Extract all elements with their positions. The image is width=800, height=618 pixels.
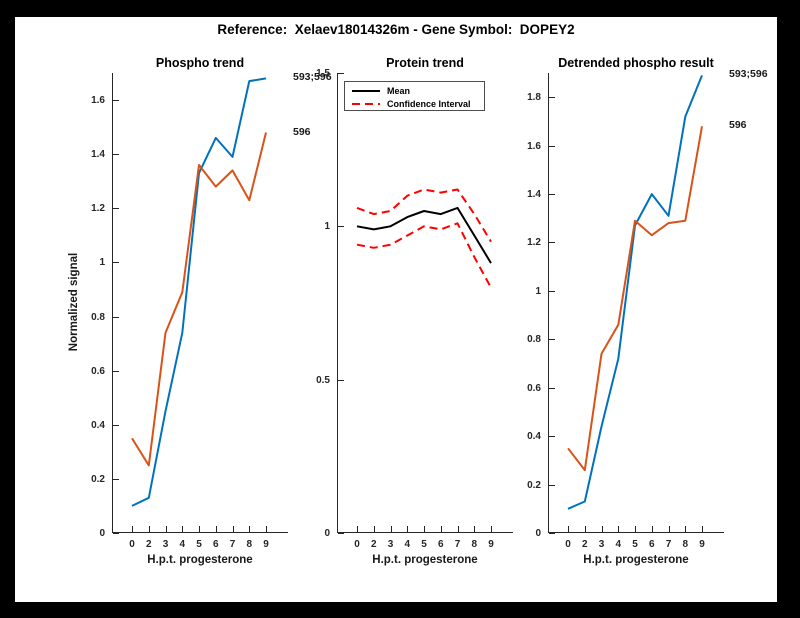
y-tick-label: 1.2 (91, 202, 105, 214)
series-line-593-596 (131, 77, 267, 507)
x-tick-label: 3 (387, 539, 394, 550)
figure-canvas: Reference: Xelaev18014326m - Gene Symbol… (15, 17, 777, 602)
x-tick-label: 9 (263, 539, 269, 550)
y-tick-label: 0 (99, 527, 105, 539)
x-tick-label: 0 (565, 539, 571, 550)
protein-trend-plot-area (337, 73, 513, 534)
y-tick-label: 1.6 (91, 94, 105, 106)
x-tick-label: 7 (665, 539, 672, 550)
x-axis-label-3: H.p.t. progesterone (583, 554, 689, 566)
series-line-confidence-interval-lower (356, 222, 492, 289)
series-end-label: 596 (729, 119, 747, 132)
x-tick-label: 0 (354, 539, 360, 550)
series-line-mean (356, 206, 492, 264)
x-tick-label: 7 (229, 539, 236, 550)
x-tick-label: 4 (404, 539, 411, 550)
legend-item-mean: Mean (351, 84, 484, 97)
y-tick-label: 0.8 (527, 333, 541, 345)
legend-ci-line-sample (352, 102, 380, 105)
x-tick-label: 4 (615, 539, 622, 550)
y-tick-label: 1.4 (91, 148, 105, 160)
x-tick-label: 6 (212, 539, 219, 550)
legend-label-mean: Mean (387, 85, 411, 96)
y-tick-label: 0.6 (527, 382, 541, 394)
series-end-label: 593;596 (293, 71, 332, 84)
x-tick-label: 5 (196, 539, 202, 550)
x-tick-label: 0 (129, 539, 135, 550)
x-tick-label: 8 (682, 539, 689, 550)
series-end-label: 593;596 (729, 68, 768, 81)
y-tick-label: 0 (324, 527, 330, 539)
phospho-trend-plot-area (112, 73, 288, 534)
y-tick-label: 0.2 (91, 473, 105, 485)
x-tick-label: 6 (437, 539, 444, 550)
panel-title-protein-trend: Protein trend (386, 56, 464, 70)
series-line-confidence-interval-upper (356, 188, 492, 243)
figure-title: Reference: Xelaev18014326m - Gene Symbol… (217, 22, 575, 37)
y-tick-label: 0.8 (91, 311, 105, 323)
y-tick-label: 1.6 (527, 140, 541, 152)
y-tick-label: 0.2 (527, 479, 541, 491)
x-tick-label: 3 (598, 539, 605, 550)
x-tick-label: 2 (145, 539, 152, 550)
x-tick-label: 8 (246, 539, 253, 550)
panel-title-detrended-phospho-result: Detrended phospho result (558, 56, 714, 70)
x-axis-label-2: H.p.t. progesterone (372, 554, 478, 566)
y-tick-label: 1.8 (527, 91, 541, 103)
legend-label-confidence-interval: Confidence Interval (387, 98, 471, 109)
y-tick-label: 1 (535, 285, 541, 297)
series-line-596 (131, 132, 267, 467)
x-tick-label: 2 (370, 539, 377, 550)
x-tick-label: 8 (471, 539, 478, 550)
x-tick-label: 2 (581, 539, 588, 550)
y-tick-label: 1.5 (316, 67, 330, 79)
y-tick-label: 0.5 (316, 374, 330, 386)
y-tick-label: 0 (535, 527, 541, 539)
x-tick-label: 5 (421, 539, 427, 550)
y-tick-label: 1.4 (527, 188, 541, 200)
y-tick-label: 0.6 (91, 365, 105, 377)
series-end-label: 596 (293, 125, 311, 138)
y-tick-label: 0.4 (527, 430, 541, 442)
series-line-596 (567, 126, 703, 472)
x-tick-label: 9 (488, 539, 494, 550)
y-tick-label: 1.2 (527, 236, 541, 248)
panel-title-phospho-trend: Phospho trend (155, 56, 245, 70)
x-tick-label: 5 (632, 539, 638, 550)
detrended-phospho-result-plot-area (548, 73, 724, 534)
x-tick-label: 7 (454, 539, 461, 550)
x-tick-label: 9 (699, 539, 705, 550)
y-tick-label: 1 (99, 256, 105, 268)
legend-item-confidence-interval: Confidence Interval (351, 97, 484, 110)
x-axis-label-1: H.p.t. progesterone (147, 554, 253, 566)
x-tick-label: 3 (162, 539, 169, 550)
x-tick-label: 6 (648, 539, 655, 550)
legend: Mean Confidence Interval (344, 81, 485, 111)
legend-mean-line-sample (352, 89, 380, 92)
x-tick-label: 4 (179, 539, 186, 550)
y-tick-label: 0.4 (91, 419, 105, 431)
y-tick-label: 1 (324, 220, 330, 232)
